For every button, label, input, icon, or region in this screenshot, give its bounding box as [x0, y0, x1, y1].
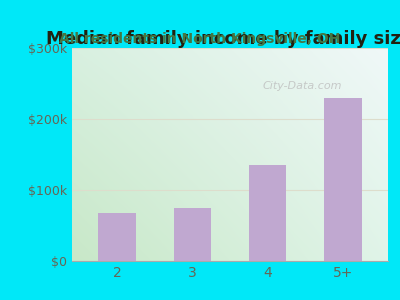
Title: Median family income by family size: Median family income by family size [46, 30, 400, 48]
Bar [249, 165, 286, 261]
Text: City-Data.com: City-Data.com [263, 81, 342, 91]
Bar [98, 213, 136, 261]
Text: All residents in North Kingsville, OH: All residents in North Kingsville, OH [59, 32, 341, 46]
Bar [324, 98, 362, 261]
Bar [174, 208, 211, 261]
